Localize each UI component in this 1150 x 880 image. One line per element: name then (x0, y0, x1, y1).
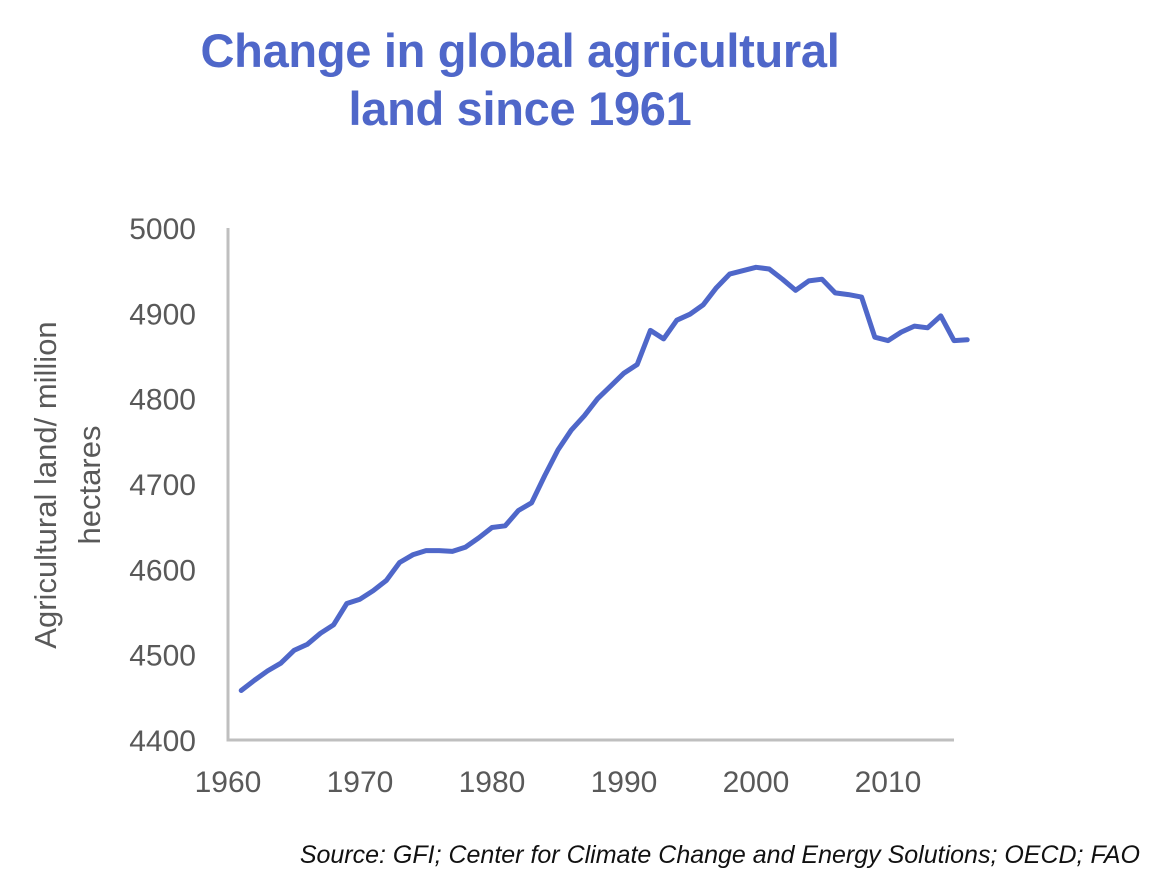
y-tick-label: 4600 (129, 554, 196, 587)
y-axis-title-line-1: Agricultural land/ million (28, 321, 63, 648)
y-axis-title-line-2: hectares (72, 426, 107, 545)
axes (226, 228, 954, 742)
y-axis-title: Agricultural land/ million hectares (28, 321, 107, 648)
series-layer (238, 264, 970, 693)
y-tick-labels: 4400 4500 4600 4700 4800 4900 5000 (129, 213, 196, 758)
chart-title-line-2: land since 1961 (348, 82, 692, 135)
x-tick-label: 1960 (195, 766, 262, 799)
y-tick-label: 4500 (129, 640, 196, 673)
x-tick-label: 2010 (855, 766, 922, 799)
x-tick-label: 1980 (459, 766, 526, 799)
chart-title-line-1: Change in global agricultural (200, 24, 840, 77)
y-tick-label: 5000 (129, 213, 196, 246)
series-line (238, 264, 970, 693)
source-note: Source: GFI; Center for Climate Change a… (299, 841, 1140, 869)
y-tick-label: 4400 (129, 725, 196, 758)
x-tick-label: 1970 (327, 766, 394, 799)
x-tick-labels: 1960 1970 1980 1990 2000 2010 (195, 766, 922, 799)
y-tick-label: 4700 (129, 469, 196, 502)
y-tick-label: 4800 (129, 384, 196, 417)
x-tick-label: 1990 (591, 766, 658, 799)
chart-title: Change in global agricultural land since… (120, 22, 920, 138)
y-tick-label: 4900 (129, 298, 196, 331)
x-tick-label: 2000 (723, 766, 790, 799)
